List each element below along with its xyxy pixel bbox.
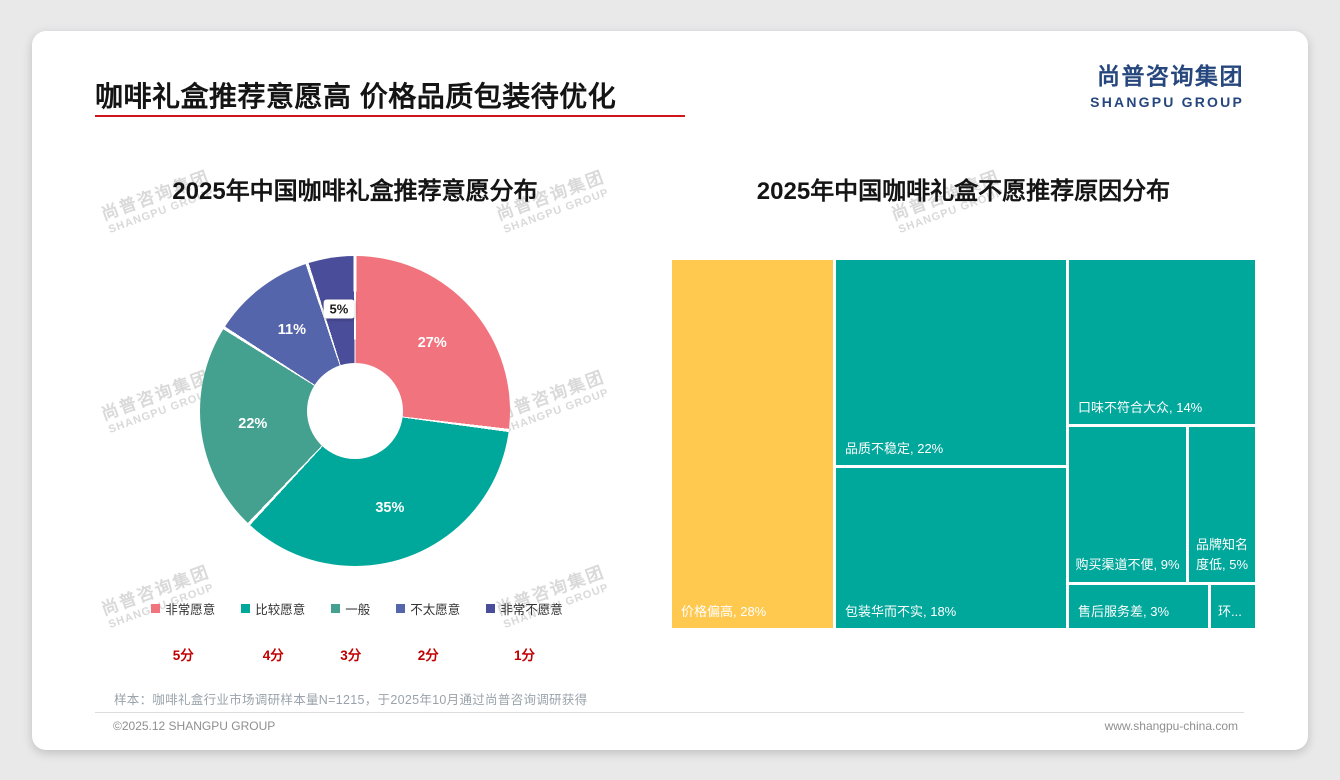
donut-chart-title: 2025年中国咖啡礼盒推荐意愿分布	[172, 178, 538, 205]
legend-swatch	[241, 604, 251, 613]
donut-hole	[307, 363, 403, 459]
legend-swatch	[331, 604, 341, 613]
website-url: www.shangpu-china.com	[1104, 719, 1238, 733]
legend-column: 不太愿意 2分	[396, 599, 460, 664]
legend-swatch	[151, 604, 161, 613]
logo-cn: 尚普咨询集团	[1097, 63, 1244, 89]
treemap-cell-channel: 购买渠道不便, 9%	[1069, 427, 1186, 582]
donut-slice-label: 35%	[375, 499, 405, 516]
copyright: ©2025.12 SHANGPU GROUP	[113, 719, 276, 733]
treemap-cell-brand: 品牌知名度低, 5%	[1189, 427, 1255, 582]
legend-item: 非常不愿意	[486, 599, 563, 618]
legend-column: 一般 3分	[331, 599, 370, 664]
donut-slice-label: 5%	[323, 299, 355, 319]
treemap-cell-packaging: 包装华而不实, 18%	[836, 468, 1066, 628]
legend-swatch	[396, 604, 406, 613]
footer-divider	[95, 712, 1244, 713]
legend-item: 比较愿意	[241, 599, 305, 618]
treemap-cell-label: 价格偏高, 28%	[681, 604, 767, 619]
legend-score: 4分	[262, 648, 284, 663]
legend-column: 非常不愿意 1分	[486, 599, 563, 664]
legend-label: 不太愿意	[410, 603, 461, 617]
legend-column: 比较愿意 4分	[241, 599, 305, 664]
sample-note: 样本：咖啡礼盒行业市场调研样本量N=1215，于2025年10月通过尚普咨询调研…	[114, 693, 588, 707]
title-underline	[95, 115, 685, 117]
treemap-cell-taste: 口味不符合大众, 14%	[1069, 260, 1255, 424]
legend-column: 非常愿意 5分	[151, 599, 215, 664]
legend-item: 不太愿意	[396, 599, 460, 618]
legend-label: 一般	[345, 603, 371, 617]
treemap-cell-label: 环...	[1218, 604, 1242, 619]
watermark-en: SHANGPU GROUP	[501, 386, 611, 436]
page-title: 咖啡礼盒推荐意愿高 价格品质包装待优化	[95, 81, 617, 112]
donut-slice-label: 22%	[238, 415, 268, 432]
logo-en: SHANGPU GROUP	[1090, 94, 1244, 110]
treemap-chart: 价格偏高, 28% 品质不稳定, 22% 包装华而不实, 18% 口味不符合大众…	[672, 260, 1255, 628]
treemap-cell-other: 环...	[1211, 585, 1255, 628]
logo: 尚普咨询集团 SHANGPU GROUP	[1090, 57, 1244, 110]
treemap-cell-label: 包装华而不实, 18%	[845, 604, 957, 619]
treemap-cell-price: 价格偏高, 28%	[672, 260, 833, 628]
legend-label: 非常愿意	[165, 603, 216, 617]
treemap-cell-label: 口味不符合大众, 14%	[1078, 400, 1203, 415]
legend-swatch	[486, 604, 496, 613]
legend-score: 5分	[172, 648, 194, 663]
treemap-cell-label: 品质不稳定, 22%	[845, 441, 944, 456]
donut-slice-label: 27%	[417, 334, 447, 351]
treemap-cell-label: 品牌知名度低, 5%	[1195, 537, 1248, 572]
treemap-chart-title: 2025年中国咖啡礼盒不愿推荐原因分布	[756, 178, 1171, 205]
donut-slice-label: 11%	[277, 321, 306, 338]
legend-label: 非常不愿意	[500, 603, 563, 617]
treemap-cell-label: 购买渠道不便, 9%	[1075, 556, 1180, 572]
legend-row: 非常愿意 5分 比较愿意 4分 一般 3分	[107, 599, 607, 664]
legend-item: 非常愿意	[151, 599, 215, 618]
treemap-cell-label: 售后服务差, 3%	[1078, 604, 1170, 619]
watermark-cn: 尚普咨询集团	[98, 367, 213, 425]
donut-chart-area: 27% 35% 22% 11% 5%	[200, 256, 510, 566]
slide-card: 尚普咨询集团 SHANGPU GROUP 尚普咨询集团 SHANGPU GROUP …	[32, 31, 1308, 750]
legend-score: 3分	[340, 648, 362, 663]
legend-label: 比较愿意	[255, 603, 306, 617]
donut-legend: 非常愿意 5分 比较愿意 4分 一般 3分	[107, 599, 607, 664]
legend-item: 一般	[331, 599, 370, 618]
legend-score: 2分	[417, 648, 439, 663]
treemap-cell-quality: 品质不稳定, 22%	[836, 260, 1066, 465]
legend-score: 1分	[514, 648, 536, 663]
treemap-cell-service: 售后服务差, 3%	[1069, 585, 1208, 628]
